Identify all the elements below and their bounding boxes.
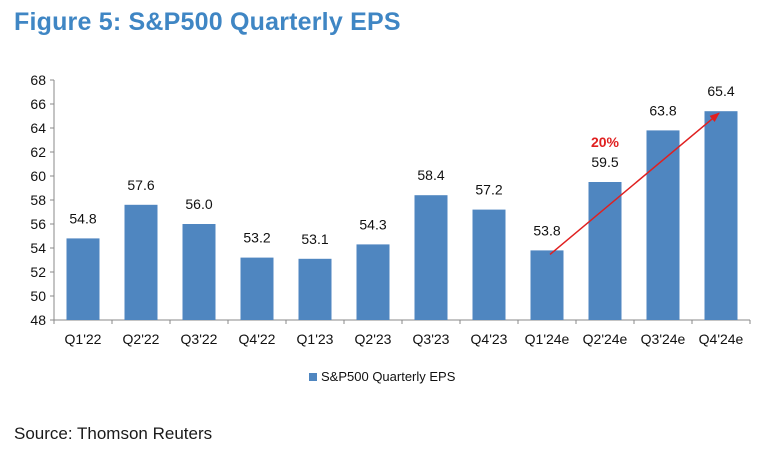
bar (240, 257, 274, 320)
y-tick-label: 66 (30, 96, 46, 112)
figure-title: Figure 5: S&P500 Quarterly EPS (14, 8, 401, 36)
x-tick-label: Q2'22 (123, 331, 160, 347)
y-tick-label: 68 (30, 72, 46, 88)
y-tick-label: 58 (30, 192, 46, 208)
data-label: 54.3 (359, 216, 386, 232)
bar (530, 250, 564, 320)
data-label: 53.8 (533, 222, 560, 238)
source-note: Source: Thomson Reuters (14, 424, 213, 443)
y-tick-label: 64 (30, 120, 46, 136)
bar (472, 209, 506, 320)
axes: 48 50 52 54 56 58 60 62 64 66 68 Q1'22 Q2'22 Q3'22 Q4'… (30, 72, 751, 347)
x-tick-label: Q4'22 (239, 331, 276, 347)
bar (356, 244, 390, 320)
data-label: 53.1 (301, 231, 328, 247)
bar (704, 111, 738, 320)
data-label: 57.6 (127, 177, 154, 193)
y-tick-label: 48 (30, 312, 46, 328)
growth-arrow (549, 112, 720, 255)
x-tick-label: Q1'23 (297, 331, 334, 347)
data-label: 59.5 (591, 154, 618, 170)
x-tick-label: Q2'23 (355, 331, 392, 347)
x-tick-label: Q3'22 (181, 331, 218, 347)
data-label: 63.8 (649, 102, 676, 118)
x-tick-label: Q2'24e (583, 331, 628, 347)
bar (414, 195, 448, 320)
x-tick-label: Q1'24e (525, 331, 570, 347)
legend-label: S&P500 Quarterly EPS (321, 369, 456, 384)
x-tick-label: Q4'23 (471, 331, 508, 347)
legend: S&P500 Quarterly EPS (309, 369, 456, 384)
growth-label: 20% (591, 134, 620, 150)
data-label: 58.4 (417, 167, 444, 183)
data-label: 57.2 (475, 182, 502, 198)
annotations: 20% (549, 112, 720, 255)
data-label: 54.8 (69, 210, 96, 226)
x-tick-label: Q3'23 (413, 331, 450, 347)
bars (66, 111, 738, 320)
x-tick-label: Q1'22 (65, 331, 102, 347)
y-tick-label: 54 (30, 240, 46, 256)
bar (298, 258, 332, 320)
bar (66, 238, 100, 320)
x-tick-label: Q4'24e (699, 331, 744, 347)
y-tick-label: 50 (30, 288, 46, 304)
bar (588, 182, 622, 320)
y-tick-label: 52 (30, 264, 46, 280)
bar (124, 204, 158, 320)
y-tick-label: 56 (30, 216, 46, 232)
data-label: 56.0 (185, 196, 212, 212)
legend-swatch (309, 373, 317, 381)
bar (646, 130, 680, 320)
x-tick-label: Q3'24e (641, 331, 686, 347)
data-label: 53.2 (243, 230, 270, 246)
bar (182, 224, 216, 320)
y-tick-label: 62 (30, 144, 46, 160)
data-labels: 54.8 57.6 56.0 53.2 53.1 54.3 58.4 57.2 53.8 59.5… (69, 83, 734, 247)
y-tick-label: 60 (30, 168, 46, 184)
data-label: 65.4 (707, 83, 734, 99)
